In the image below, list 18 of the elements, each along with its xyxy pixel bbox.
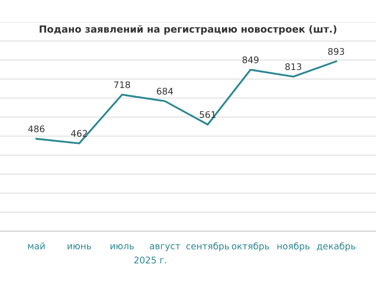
data-label: 893 — [328, 48, 344, 55]
data-label: 684 — [156, 88, 173, 95]
data-label: 486 — [28, 125, 44, 132]
x-tick-label: май — [28, 242, 45, 250]
x-tick-label: ноябрь — [277, 242, 310, 252]
data-label: 849 — [242, 56, 259, 64]
text: 2025 г. — [134, 256, 166, 264]
x-tick-label: июль — [110, 244, 134, 250]
data-label: 462 — [71, 130, 87, 137]
data-label: 813 — [285, 63, 302, 70]
data-label: 718 — [114, 81, 130, 88]
x-tick-label: декабрь — [316, 242, 356, 252]
x-tick-label: август — [150, 244, 180, 252]
x-tick-label: октябрь — [232, 242, 270, 252]
data-label: 561 — [200, 111, 216, 118]
x-tick-label: сентябрь — [186, 242, 230, 252]
x-tick-label: июнь — [68, 244, 92, 250]
chart-title: Подано заявлений на регистрацию новостроек (шт.) — [40, 25, 336, 35]
